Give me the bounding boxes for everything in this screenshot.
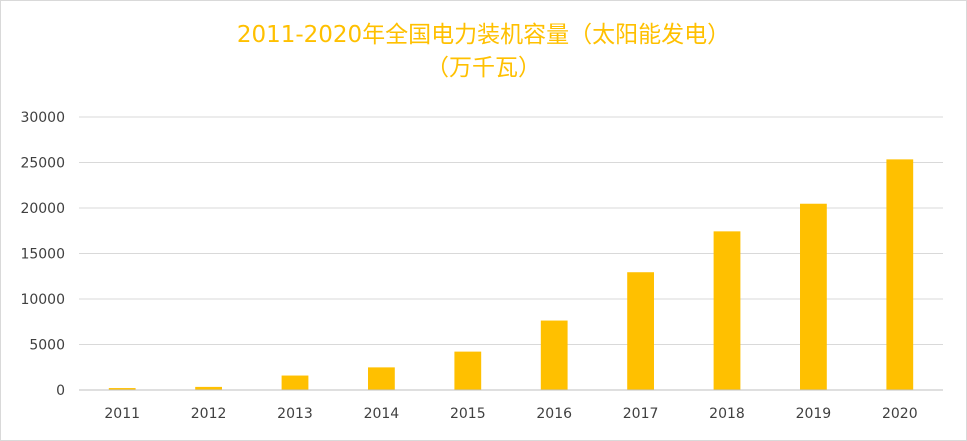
chart-title-line2: （万千瓦）: [426, 55, 541, 81]
y-tick-label: 10000: [20, 292, 65, 308]
y-tick-label: 25000: [20, 156, 65, 172]
bar-2016: [540, 320, 568, 390]
bar-2018: [713, 231, 741, 390]
bar-2014: [368, 367, 395, 390]
x-tick-label: 2017: [623, 406, 659, 422]
x-tick-label: 2012: [191, 406, 227, 422]
chart-title: 2011-2020年全国电力装机容量（太阳能发电） （万千瓦）: [1, 19, 966, 85]
bar-2015: [454, 351, 482, 390]
x-tick-label: 2018: [709, 406, 745, 422]
x-tick-label: 2013: [277, 406, 313, 422]
y-tick-label: 30000: [20, 110, 65, 126]
x-axis-tick-labels: 2011 2012 2013 2014 2015 2016 2017 2018 2019 2020: [104, 406, 917, 422]
bar-2011: [108, 388, 136, 390]
x-tick-label: 2016: [536, 406, 572, 422]
chart-title-line1: 2011-2020年全国电力装机容量（太阳能发电）: [236, 22, 731, 48]
bar-2017: [627, 272, 654, 390]
x-tick-label: 2020: [882, 406, 918, 422]
x-tick-label: 2019: [796, 406, 832, 422]
y-tick-label: 5000: [29, 338, 65, 354]
y-tick-label: 15000: [20, 247, 65, 263]
bars: [108, 159, 914, 390]
bar-2019: [800, 203, 827, 390]
bar-2012: [195, 386, 222, 390]
x-tick-label: 2014: [364, 406, 400, 422]
y-tick-label: 0: [56, 383, 65, 399]
y-tick-label: 20000: [20, 201, 65, 217]
gridlines: [79, 116, 943, 345]
y-axis-tick-labels: 0 5000 10000 15000 20000 25000 30000: [20, 110, 65, 399]
bar-2020: [886, 159, 914, 390]
bar-2013: [281, 375, 309, 390]
x-tick-label: 2011: [104, 406, 140, 422]
x-tick-label: 2015: [450, 406, 486, 422]
